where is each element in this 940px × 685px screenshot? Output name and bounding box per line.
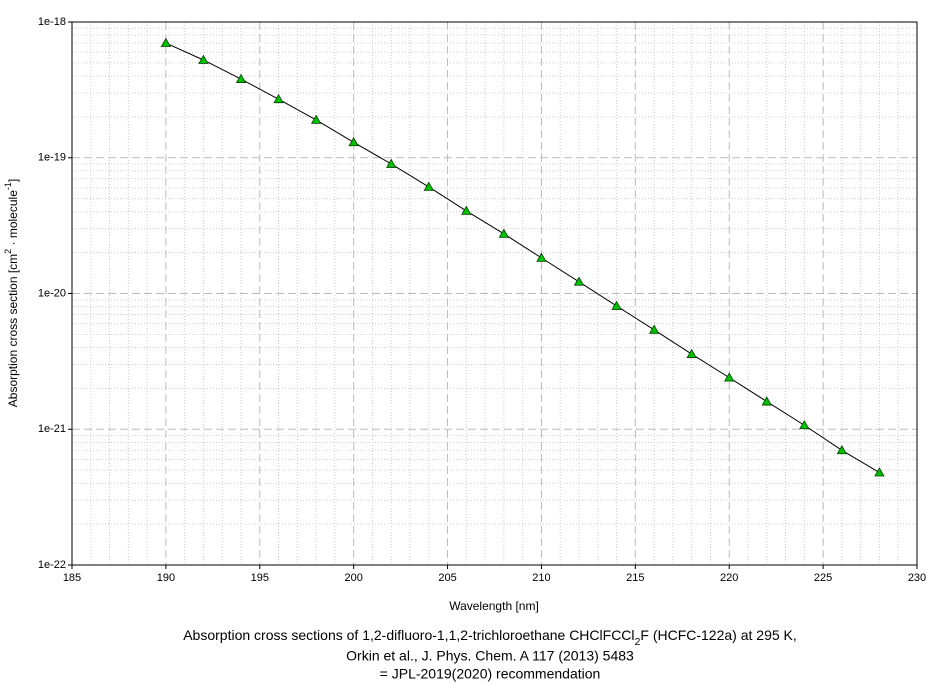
y-tick-label: 1e-19 bbox=[38, 152, 66, 164]
marker bbox=[198, 54, 209, 64]
marker bbox=[799, 419, 810, 430]
y-tick-label: 1e-20 bbox=[38, 287, 66, 299]
x-tick-label: 215 bbox=[626, 572, 644, 584]
marker bbox=[235, 73, 247, 83]
x-tick-label: 200 bbox=[344, 572, 362, 584]
x-tick-label: 220 bbox=[720, 572, 738, 584]
marker bbox=[874, 467, 885, 477]
text-part: 2 bbox=[3, 249, 13, 254]
y-tick-label: 1e-18 bbox=[38, 16, 66, 28]
marker bbox=[536, 252, 547, 262]
caption: Orkin et al., J. Phys. Chem. A 117 (2013… bbox=[346, 648, 634, 664]
caption: Absorption cross sections of 1,2-difluor… bbox=[183, 627, 797, 648]
text-part: 2 bbox=[635, 636, 641, 648]
caption: = JPL-2019(2020) recommendation bbox=[380, 666, 601, 682]
x-tick-label: 205 bbox=[438, 572, 456, 584]
marker bbox=[836, 444, 848, 455]
marker bbox=[686, 348, 697, 358]
x-tick-label: 185 bbox=[63, 572, 81, 584]
x-tick-label: 230 bbox=[908, 572, 926, 584]
y-tick-label: 1e-21 bbox=[38, 423, 66, 435]
marker bbox=[724, 372, 735, 382]
y-axis-label: Absorption cross section [cm2 · molecule… bbox=[3, 179, 20, 407]
text-part: ] bbox=[6, 179, 20, 182]
marker bbox=[648, 324, 660, 334]
marker bbox=[761, 396, 772, 406]
x-axis-label: Wavelength [nm] bbox=[449, 599, 539, 613]
series-line bbox=[165, 42, 880, 473]
text-part: · molecule bbox=[6, 190, 20, 249]
grid bbox=[71, 21, 918, 566]
text-part: Absorption cross section [cm bbox=[6, 254, 20, 407]
marker bbox=[348, 136, 359, 147]
x-tick-label: 225 bbox=[814, 572, 832, 584]
x-tick-label: 210 bbox=[532, 572, 550, 584]
marker bbox=[386, 158, 397, 168]
marker bbox=[573, 276, 585, 286]
y-tick-label: 1e-22 bbox=[38, 559, 66, 571]
text-part: Absorption cross sections of 1,2-difluor… bbox=[183, 627, 634, 643]
text-part: F (HCFC-122a) at 295 K, bbox=[640, 627, 796, 643]
text-part: -1 bbox=[3, 182, 13, 190]
marker bbox=[310, 114, 322, 124]
marker bbox=[273, 93, 284, 104]
x-tick-label: 195 bbox=[251, 572, 269, 584]
marker bbox=[498, 228, 510, 238]
marker bbox=[461, 205, 472, 215]
x-tick-label: 190 bbox=[157, 572, 175, 584]
marker bbox=[423, 181, 434, 191]
marker bbox=[160, 37, 172, 47]
marker bbox=[611, 300, 622, 310]
